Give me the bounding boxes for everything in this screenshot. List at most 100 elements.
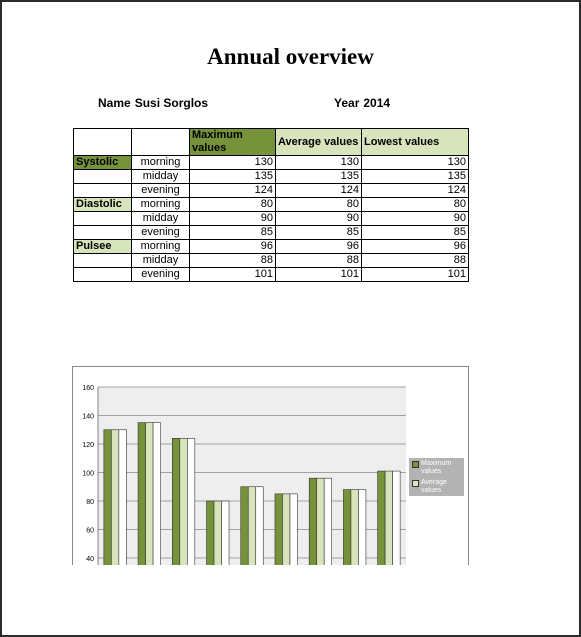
group-empty-cell [73,253,132,268]
low-value-cell: 85 [361,225,469,240]
avg-value-cell: 80 [275,197,362,212]
time-cell: evening [131,267,190,282]
max-value-cell: 130 [189,155,276,170]
legend-swatch-max [412,461,419,468]
group-label: Diastolic [73,197,132,212]
avg-value-cell: 96 [275,239,362,254]
bar-avg [111,429,120,565]
group-label: Systolic [73,155,132,170]
table-row: Systolic morning 130 130 130 [73,155,469,170]
max-value-cell: 88 [189,253,276,268]
time-cell: morning [131,155,190,170]
low-value-cell: 101 [361,267,469,282]
y-tick-label: 160 [82,385,94,392]
bar-low [221,500,230,565]
table-row: Diastolic morning 80 80 80 [73,197,469,212]
bar-max [240,486,249,565]
group-label: Pulsee [73,239,132,254]
header-empty-cell [73,128,132,156]
time-cell: evening [131,225,190,240]
bar-max [103,429,112,565]
low-value-cell: 90 [361,211,469,226]
name-label: Name [98,96,131,110]
bar-low [255,486,264,565]
time-cell: midday [131,169,190,184]
avg-value-cell: 90 [275,211,362,226]
max-value-cell: 124 [189,183,276,198]
avg-value-cell: 101 [275,267,362,282]
max-value-cell: 101 [189,267,276,282]
time-cell: evening [131,183,190,198]
low-value-cell: 80 [361,197,469,212]
legend-swatch-avg [412,480,419,487]
avg-value-cell: 124 [275,183,362,198]
bar-avg [145,422,154,565]
bar-max [343,489,352,565]
group-empty-cell [73,183,132,198]
time-cell: morning [131,239,190,254]
y-tick-label: 80 [86,499,94,506]
group-empty-cell [73,225,132,240]
column-header: Average values [275,128,362,156]
max-value-cell: 80 [189,197,276,212]
bar-max [308,477,317,565]
chart-plot: 20406080100120140160 [82,385,406,565]
max-value-cell: 85 [189,225,276,240]
legend-item-avg: Average values [412,479,461,495]
year-value: 2014 [363,96,391,110]
low-value-cell: 88 [361,253,469,268]
bar-low [187,438,196,565]
avg-value-cell: 85 [275,225,362,240]
bar-low [152,422,161,565]
bar-avg [179,438,188,565]
legend-label-avg: Average values [421,479,447,494]
avg-value-cell: 130 [275,155,362,170]
y-tick-label: 100 [82,471,94,478]
avg-value-cell: 88 [275,253,362,268]
bar-low [323,477,332,565]
column-header: Maximum values [189,128,276,156]
bar-chart: 20406080100120140160 Maximum values Aver… [72,366,469,565]
bar-low [118,429,127,565]
table-row: evening 124 124 124 [73,183,469,198]
chart-legend: Maximum values Average values [409,458,464,496]
table-header-row: Maximum values Average values Lowest value… [73,128,469,156]
time-cell: morning [131,197,190,212]
low-value-cell: 130 [361,155,469,170]
legend-item-max: Maximum values [412,460,461,476]
table-row: evening 101 101 101 [73,267,469,282]
y-tick-label: 40 [86,556,94,563]
year-label: Year [334,96,360,110]
bar-avg [316,477,325,565]
bar-avg [384,470,393,565]
group-empty-cell [73,267,132,282]
y-tick-label: 120 [82,442,94,449]
low-value-cell: 124 [361,183,469,198]
bar-low [358,489,367,565]
avg-value-cell: 135 [275,169,362,184]
group-empty-cell [73,211,132,226]
bar-max [206,500,215,565]
bar-avg [213,500,222,565]
low-value-cell: 135 [361,169,469,184]
table-row: midday 135 135 135 [73,169,469,184]
name-value: Susi Sorglos [134,96,209,110]
low-value-cell: 96 [361,239,469,254]
table-row: evening 85 85 85 [73,225,469,240]
header-empty-cell [131,128,190,156]
max-value-cell: 90 [189,211,276,226]
values-table: Maximum values Average values Lowest value… [73,128,469,282]
y-tick-label: 140 [82,414,94,421]
bar-max [137,422,146,565]
bar-max [377,470,386,565]
name-line: Name Susi Sorglos [98,96,208,110]
bar-avg [247,486,257,565]
year-line: Year 2014 [334,96,390,110]
table-row: midday 90 90 90 [73,211,469,226]
bar-avg [282,493,291,565]
time-cell: midday [131,253,190,268]
table-row: midday 88 88 88 [73,253,469,268]
time-cell: midday [131,211,190,226]
max-value-cell: 135 [189,169,276,184]
